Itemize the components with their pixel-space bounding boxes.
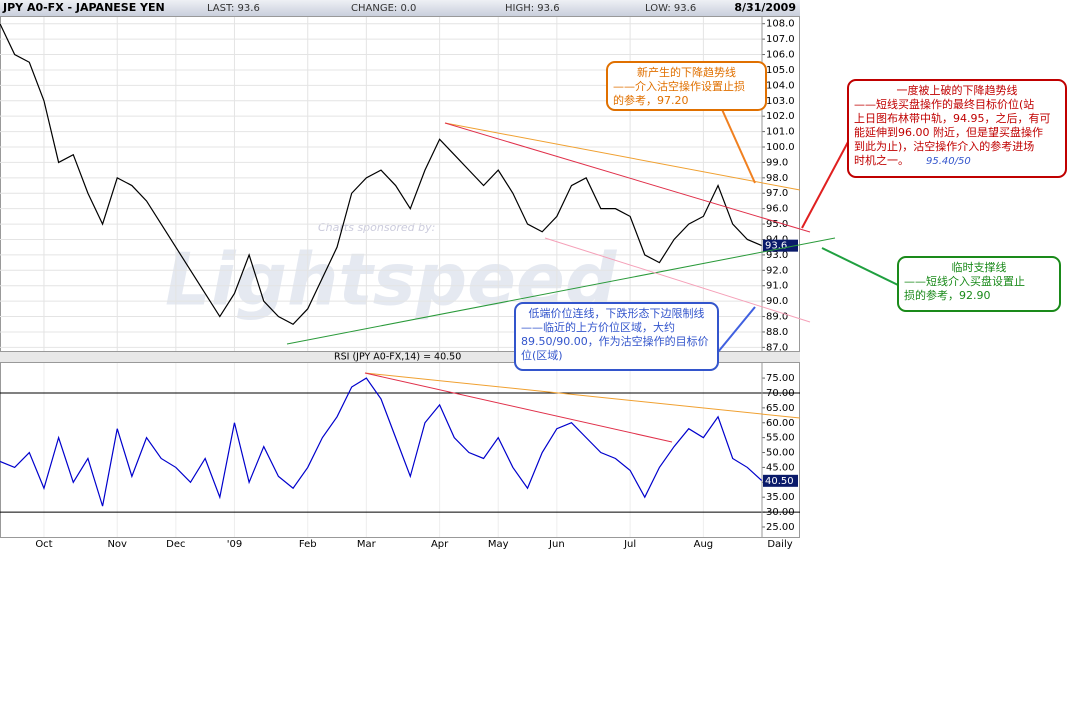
annotation-text: 89.50/90.00，作为沽空操作的目标价	[521, 334, 709, 348]
annotation-box	[606, 61, 767, 111]
x-tick-label: May	[488, 539, 509, 550]
annotation-text: 位(区域)	[521, 348, 563, 362]
data-line	[0, 377, 763, 507]
annotation-text: 一度被上破的下降趋势线	[897, 83, 1018, 97]
y-tick-label: 96.0	[766, 204, 788, 215]
y-tick-label: 89.0	[766, 312, 788, 323]
y-tick-label: 90.0	[766, 296, 788, 307]
y-tick-label: 108.0	[766, 19, 795, 30]
annotation-text: 损的参考，92.90	[904, 288, 991, 302]
y-tick-label: 100.0	[766, 142, 795, 153]
y-tick-label: 91.0	[766, 281, 788, 292]
y-tick-label: 92.0	[766, 265, 788, 276]
annotation-text: ——短线买盘操作的最终目标价位(站	[854, 97, 1034, 111]
annotation-text: 新产生的下降趋势线	[637, 65, 736, 79]
annotation-text: 时机之一。	[854, 153, 909, 167]
trendline-green	[286, 237, 836, 345]
rsi-frame	[0, 362, 800, 538]
arrow-green	[821, 247, 899, 286]
annotation-text: 到此为止)，沽空操作介入的参考进场	[854, 139, 1034, 153]
y-tick-label: 65.00	[766, 403, 795, 414]
header-high: HIGH: 93.6	[505, 3, 560, 14]
y-tick-label: 45.00	[766, 462, 795, 473]
y-tick-label: 50.00	[766, 448, 795, 459]
x-tick-label: Apr	[431, 539, 449, 550]
x-tick-label: Aug	[694, 539, 714, 550]
annotation-text: 低端价位连线，下跌形态下边限制线	[529, 306, 705, 320]
price-frame	[0, 16, 800, 352]
x-tick-label: Dec	[166, 539, 185, 550]
rsi-trendline-red	[364, 372, 673, 443]
y-tick-label: 105.0	[766, 65, 795, 76]
rsi-title: RSI (JPY A0-FX,14) = 40.50	[334, 352, 461, 363]
header-title: JPY A0-FX - JAPANESE YEN	[2, 1, 165, 14]
header-date: 8/31/2009	[734, 1, 796, 14]
y-tick-label: 104.0	[766, 80, 795, 91]
y-tick-label: 35.00	[766, 492, 795, 503]
last-value-label: 93.6	[765, 241, 787, 252]
y-tick-label: 55.00	[766, 433, 795, 444]
y-tick-label: 102.0	[766, 111, 795, 122]
header-low: LOW: 93.6	[645, 3, 696, 14]
annotation-box	[847, 79, 1067, 178]
y-tick-label: 99.0	[766, 157, 788, 168]
period-label: Daily	[767, 539, 792, 550]
trendline-orange	[444, 122, 801, 191]
rsi-title-strip	[0, 352, 800, 362]
rsi-trendline-orange	[364, 372, 801, 419]
x-tick-label: Feb	[299, 539, 317, 550]
y-tick-label: 60.00	[766, 418, 795, 429]
x-tick-label: Oct	[35, 539, 52, 550]
y-tick-label: 95.0	[766, 219, 788, 230]
x-tick-label: Mar	[357, 539, 377, 550]
annotation-highlight: 95.40/50	[926, 156, 971, 167]
annotation-box	[514, 302, 719, 371]
last-value-label: 40.50	[765, 476, 794, 487]
data-line	[0, 23, 763, 325]
annotation-text: ——介入沽空操作设置止损	[613, 79, 745, 93]
y-tick-label: 75.00	[766, 373, 795, 384]
watermark-sponsor: Charts sponsored by:	[318, 221, 435, 234]
arrow-blue	[717, 306, 756, 353]
trendline-pink	[544, 237, 811, 323]
y-tick-label: 97.0	[766, 188, 788, 199]
last-value-tag	[763, 239, 798, 252]
y-tick-label: 98.0	[766, 173, 788, 184]
trendline-red	[444, 122, 811, 233]
y-tick-label: 107.0	[766, 34, 795, 45]
annotation-text: 的参考，97.20	[613, 93, 689, 107]
annotation-text: 上日图布林带中轨，94.95，之后，有可	[854, 111, 1051, 125]
last-value-tag	[763, 474, 798, 487]
annotation-text: 临时支撑线	[952, 260, 1007, 274]
y-tick-label: 93.0	[766, 250, 788, 261]
x-tick-label: '09	[227, 539, 242, 550]
y-tick-label: 88.0	[766, 327, 788, 338]
header-bar	[0, 0, 800, 16]
arrow-orange	[719, 104, 756, 184]
y-tick-label: 87.0	[766, 342, 788, 353]
x-tick-label: Jun	[548, 539, 565, 550]
annotation-box	[897, 256, 1061, 312]
x-tick-label: Jul	[623, 539, 636, 550]
arrow-red	[801, 141, 849, 229]
y-tick-label: 106.0	[766, 50, 795, 61]
annotation-text: ——临近的上方价位区域，大约	[521, 320, 675, 334]
header-change: CHANGE: 0.0	[351, 3, 416, 14]
x-tick-label: Nov	[107, 539, 127, 550]
y-tick-label: 103.0	[766, 96, 795, 107]
annotation-text: 能延伸到96.00 附近，但是望买盘操作	[854, 125, 1043, 139]
y-tick-label: 25.00	[766, 522, 795, 533]
y-tick-label: 101.0	[766, 127, 795, 138]
header-last: LAST: 93.6	[207, 3, 260, 14]
annotation-text: ——短线介入买盘设置止	[904, 274, 1025, 288]
